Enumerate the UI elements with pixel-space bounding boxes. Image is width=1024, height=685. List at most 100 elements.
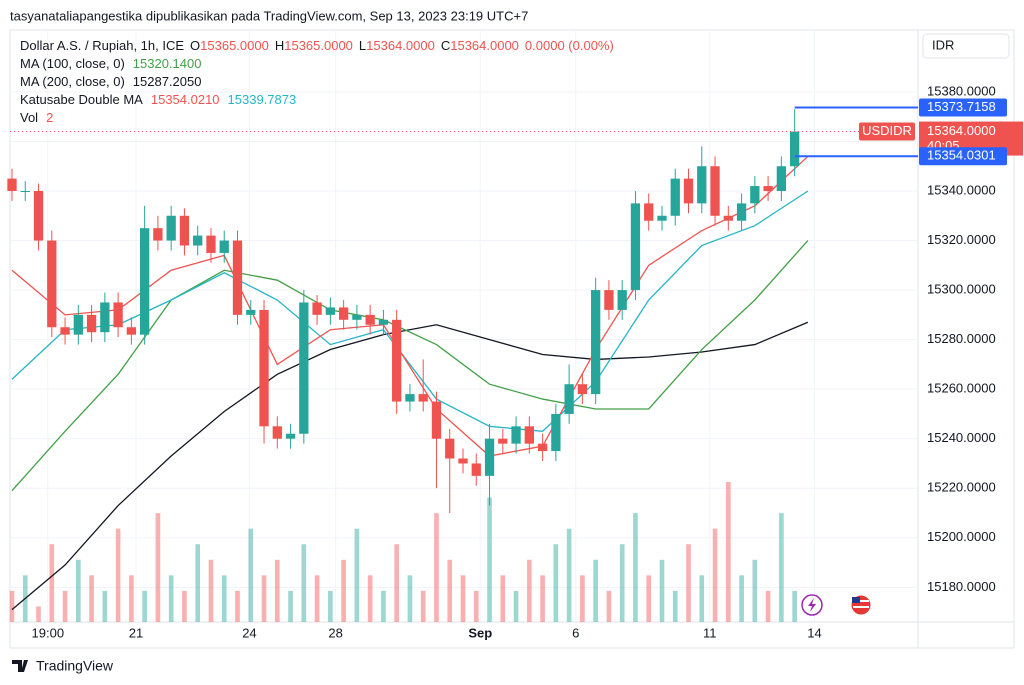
volume-bar	[155, 513, 161, 622]
volume-bar	[659, 559, 665, 622]
volume-bar	[208, 559, 214, 622]
legend-text: 15339.7873	[228, 92, 297, 107]
candle-body	[537, 443, 548, 452]
volume-bar	[646, 575, 652, 622]
volume-bar	[394, 544, 400, 622]
candle-body	[232, 240, 243, 315]
volume-bar	[288, 590, 293, 622]
legend-text: 15287.2050	[133, 74, 202, 89]
candle-body	[206, 235, 216, 253]
volume-bar	[221, 575, 227, 622]
volume-bar	[328, 590, 333, 622]
candle-body	[219, 240, 229, 253]
volume-bar	[407, 575, 413, 622]
volume-bar	[102, 590, 108, 622]
candle-body	[484, 438, 495, 476]
candle-body	[577, 384, 588, 395]
logo	[12, 660, 28, 672]
x-tick-label: 24	[242, 625, 256, 640]
candle-body	[498, 438, 508, 444]
flag-stripe	[853, 606, 869, 608]
y-tick-label: 15240.0000	[927, 430, 996, 445]
chart-frame	[9, 29, 1015, 649]
legend-text: H	[275, 38, 284, 53]
volume-bar	[672, 590, 678, 622]
candle-body	[33, 191, 44, 241]
volume-bar	[314, 575, 320, 622]
volume-bar	[765, 590, 771, 622]
volume-bar	[142, 590, 147, 622]
candle-body	[683, 178, 694, 204]
candle-body	[670, 178, 680, 216]
y-tick-label: 15200.0000	[927, 529, 996, 544]
legend-text: O	[190, 38, 200, 53]
candle-body	[325, 307, 335, 315]
ma-line	[11, 321, 809, 611]
legend-text: 15354.0210	[151, 92, 220, 107]
volume-bar	[633, 513, 638, 622]
legend-text: Katusabe Double MA	[20, 92, 143, 107]
candle-body	[697, 166, 707, 204]
candle-body	[100, 302, 110, 333]
candle-body	[564, 384, 574, 414]
volume-bar	[248, 528, 254, 622]
candle-body	[723, 215, 733, 221]
candle-body	[418, 394, 428, 402]
x-tick-label: 6	[572, 625, 579, 640]
candle-body	[750, 186, 760, 204]
volume-bar	[367, 575, 373, 622]
currency-button[interactable]	[922, 33, 1010, 59]
plot	[7, 30, 918, 622]
symbol-tag	[859, 122, 915, 141]
volume-bar	[460, 575, 466, 622]
volume-bar	[75, 559, 81, 622]
volume-bar	[62, 590, 68, 622]
volume-bar	[9, 590, 15, 622]
lightning-icon	[808, 598, 816, 612]
legend-text: 15320.1400	[133, 56, 202, 71]
volume-bar	[619, 544, 625, 622]
volume-bar	[420, 590, 426, 622]
x-tick-label: 19:00	[32, 625, 65, 640]
legend-row: Vol 2	[20, 110, 53, 125]
candle-body	[551, 413, 561, 452]
volume-bar	[593, 559, 598, 622]
candle-body	[789, 131, 800, 167]
volume-bar	[606, 590, 612, 622]
y-tick-label: 15260.0000	[927, 381, 996, 396]
volume-bar	[354, 528, 360, 622]
footer-brand: TradingView	[36, 658, 114, 674]
candle-body	[139, 228, 150, 335]
candle-body	[20, 191, 30, 193]
legend-text: MA (100, close, 0)	[20, 56, 125, 71]
candle-body	[591, 290, 601, 395]
candle-body	[710, 166, 720, 216]
volume-bar	[115, 528, 121, 622]
candle-body	[312, 302, 322, 315]
volume-bar	[49, 544, 55, 622]
candle-body	[153, 228, 163, 241]
candle-body	[763, 186, 773, 192]
price-tag-label: 15354.0301	[927, 148, 996, 163]
x-tick-label: 21	[129, 625, 143, 640]
flag-stripe	[853, 600, 869, 602]
volume-bar	[527, 559, 532, 622]
price-tag-label: 15373.7158	[927, 99, 996, 114]
candle-body	[604, 290, 614, 310]
volume-bar	[235, 590, 240, 622]
candle-body	[630, 203, 641, 291]
candle-body	[259, 309, 269, 427]
volume-bar	[274, 559, 280, 622]
volume-bar	[779, 513, 784, 622]
candle-body	[338, 307, 349, 320]
volume-bar	[752, 559, 758, 622]
volume-bar	[487, 497, 492, 622]
legend-text: C	[441, 38, 450, 53]
legend-row: MA (100, close, 0) 15320.1400	[20, 56, 201, 71]
volume-bar	[739, 575, 744, 622]
volume-bar	[261, 575, 267, 622]
volume-bar	[553, 544, 559, 622]
volume-bar	[500, 575, 506, 622]
volume-bar	[792, 590, 797, 622]
